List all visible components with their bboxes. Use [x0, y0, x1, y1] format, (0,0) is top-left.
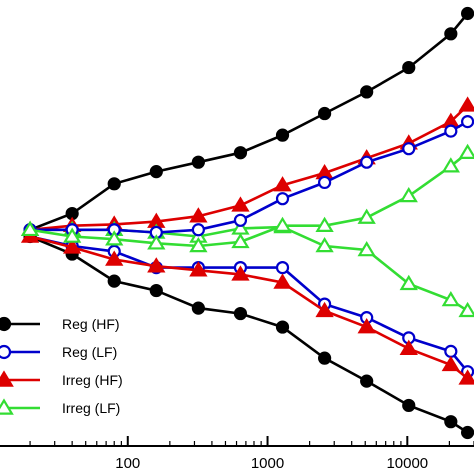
legend-label: Irreg (LF) — [62, 400, 120, 416]
x-tick-label: 1000 — [251, 455, 284, 472]
data-point — [191, 155, 205, 169]
data-point — [189, 207, 208, 223]
data-point — [444, 27, 458, 41]
data-point — [273, 176, 292, 192]
data-point — [233, 213, 248, 227]
data-point — [275, 261, 290, 275]
data-point — [191, 301, 205, 315]
series-line — [29, 104, 469, 232]
data-point — [441, 355, 460, 372]
data-point — [315, 301, 334, 318]
data-point — [441, 157, 460, 173]
data-point — [357, 318, 376, 334]
data-point — [233, 306, 248, 321]
data-point — [444, 124, 458, 138]
series-line — [29, 12, 469, 232]
data-point — [0, 344, 12, 360]
x-axis: 100 1000 10000 — [0, 436, 474, 472]
data-point — [189, 261, 208, 277]
data-point — [0, 370, 14, 387]
data-point — [273, 273, 292, 289]
data-point — [458, 301, 474, 318]
data-point — [399, 274, 418, 291]
data-point — [318, 106, 332, 121]
data-point — [458, 143, 474, 159]
data-point — [147, 257, 166, 273]
series-8 — [20, 143, 474, 253]
data-point — [444, 344, 458, 358]
data-point — [107, 177, 121, 191]
series-5 — [23, 229, 474, 440]
legend-label: Irreg (HF) — [62, 372, 123, 388]
series-layer — [20, 6, 474, 440]
series-line — [29, 151, 469, 248]
data-point — [399, 186, 418, 203]
data-point — [360, 85, 374, 99]
series-line — [29, 235, 469, 373]
data-point — [444, 415, 458, 429]
data-point — [402, 142, 416, 156]
x-tick-label: 10000 — [386, 455, 428, 472]
data-point — [62, 227, 82, 243]
legend-label: Reg (LF) — [62, 344, 117, 360]
data-point — [318, 175, 332, 190]
data-point — [105, 250, 124, 266]
data-point — [360, 374, 374, 388]
data-point — [275, 128, 290, 142]
data-point — [315, 216, 334, 232]
data-point — [318, 351, 332, 365]
data-point — [461, 6, 474, 21]
series-1 — [23, 6, 474, 237]
data-point — [233, 146, 248, 160]
legend-entry: Reg (LF) — [0, 344, 117, 360]
series-6 — [23, 115, 474, 240]
data-point — [0, 316, 12, 332]
data-point — [402, 60, 416, 75]
data-point — [357, 208, 376, 224]
series-line — [29, 235, 469, 380]
data-point — [275, 192, 290, 206]
data-point — [231, 232, 250, 249]
series-3 — [20, 96, 474, 237]
series-line — [29, 235, 469, 434]
legend-entry: Irreg (LF) — [0, 398, 120, 416]
data-point — [20, 220, 40, 237]
data-point — [107, 274, 121, 288]
data-point — [399, 339, 418, 355]
data-point — [461, 115, 474, 129]
series-line — [30, 120, 469, 234]
data-point — [231, 265, 250, 281]
data-point — [0, 398, 14, 415]
data-point — [357, 241, 376, 257]
data-point — [149, 283, 163, 298]
data-point — [360, 155, 374, 169]
data-point — [273, 216, 292, 232]
data-point — [458, 96, 474, 112]
data-point — [191, 223, 205, 237]
legend-entry: Irreg (HF) — [0, 370, 123, 388]
data-point — [461, 425, 474, 440]
data-point — [441, 291, 460, 307]
legend: Reg (HF) Reg (LF) Irreg (HF) Irreg (LF) — [0, 316, 123, 416]
data-point — [231, 196, 250, 212]
data-point — [315, 236, 334, 253]
series-7 — [20, 227, 474, 385]
data-point — [275, 320, 290, 334]
data-point — [458, 369, 474, 385]
legend-label: Reg (HF) — [62, 316, 120, 332]
data-point — [149, 165, 163, 179]
x-tick-label: 100 — [115, 455, 140, 472]
data-point — [189, 236, 208, 253]
data-point — [402, 398, 416, 413]
legend-entry: Reg (HF) — [0, 316, 120, 332]
data-point — [62, 238, 82, 254]
data-point — [105, 230, 124, 246]
data-point — [147, 234, 166, 250]
